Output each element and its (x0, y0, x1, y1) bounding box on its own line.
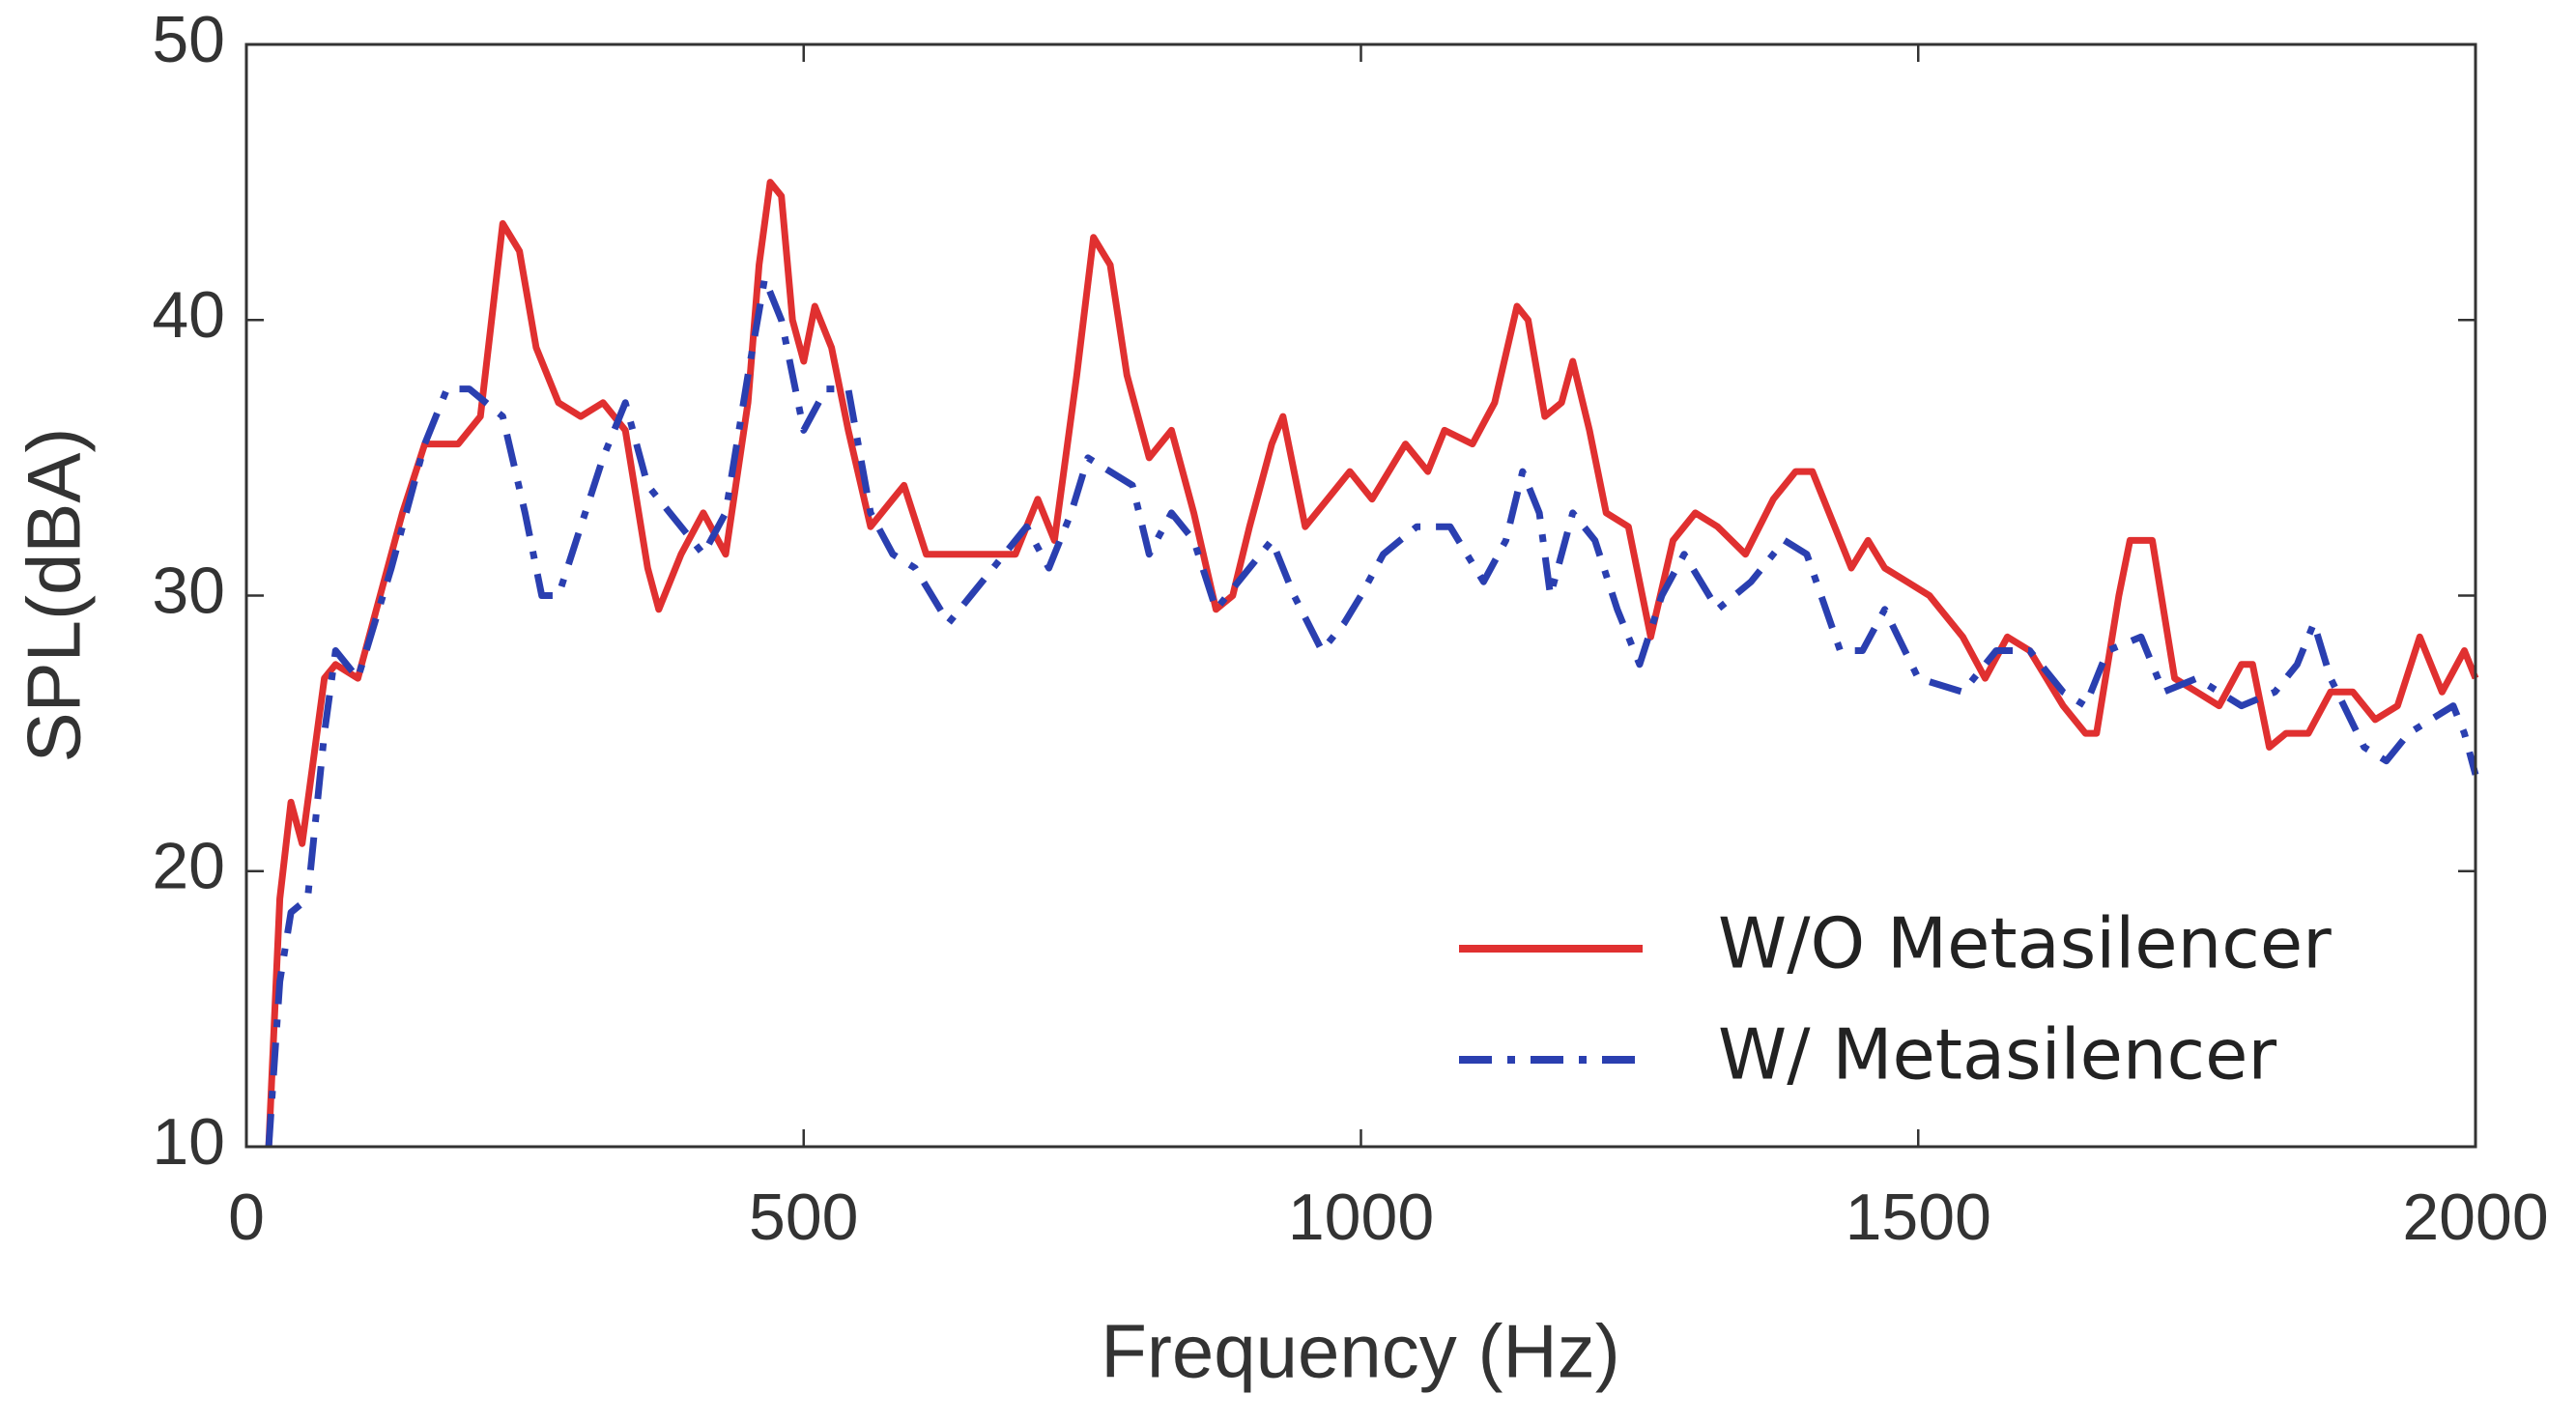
x-tick-label: 0 (228, 1181, 265, 1254)
legend-label: W/O Metasilencer (1718, 903, 2332, 984)
plot-frame (244, 43, 2477, 1149)
y-tick-label: 10 (152, 1105, 225, 1179)
x-tick-label: 500 (749, 1181, 858, 1254)
x-axis-label: Frequency (Hz) (1101, 1309, 1619, 1394)
y-tick-label: 20 (152, 830, 225, 903)
y-tick-label: 50 (152, 3, 225, 76)
series-line (265, 275, 2479, 1148)
x-tick-label: 1500 (1846, 1181, 1991, 1254)
y-axis-label: SPL(dBA) (12, 428, 97, 763)
y-tick-label: 30 (152, 554, 225, 627)
legend-label: W/ Metasilencer (1718, 1014, 2276, 1096)
y-tick-label: 40 (152, 278, 225, 352)
series-line (265, 179, 2479, 1148)
x-tick-label: 2000 (2402, 1181, 2548, 1254)
x-tick-label: 1000 (1288, 1181, 1434, 1254)
